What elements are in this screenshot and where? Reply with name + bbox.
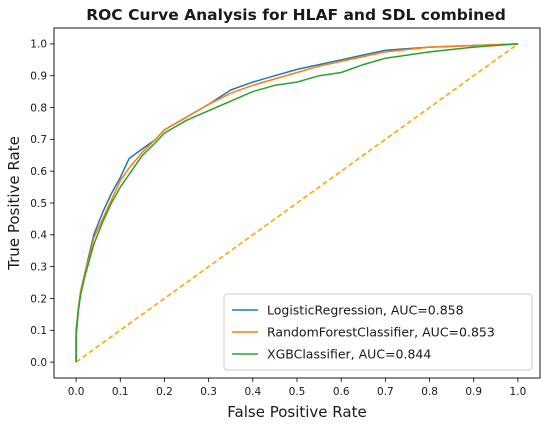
y-tick-label: 0.2	[30, 293, 47, 305]
x-axis-label: False Positive Rate	[227, 403, 366, 421]
x-tick-label: 1.0	[510, 386, 527, 398]
x-tick-label: 0.0	[68, 386, 85, 398]
legend-entry-label: LogisticRegression, AUC=0.858	[267, 303, 464, 318]
plot-lines	[75, 43, 519, 363]
y-axis-ticks: 0.0 0.1 0.2 0.3 0.4 0.5 0.6 0.7 0.8 0.9 1.0	[30, 39, 54, 369]
x-tick-label: 0.5	[289, 386, 306, 398]
legend-entry-label: RandomForestClassifier, AUC=0.853	[267, 325, 495, 340]
roc-line-series-2	[75, 43, 518, 363]
y-tick-label: 0.4	[30, 230, 47, 242]
legend: LogisticRegression, AUC=0.858 RandomFores…	[223, 293, 533, 371]
y-tick-label: 0.1	[30, 325, 47, 337]
y-tick-label: 0.3	[30, 261, 47, 273]
chance-diagonal-line	[75, 43, 519, 363]
x-tick-label: 0.8	[421, 386, 438, 398]
y-tick-label: 0.6	[30, 166, 47, 178]
roc-line-series-1	[75, 43, 518, 363]
x-tick-label: 0.3	[200, 386, 217, 398]
legend-entry-label: XGBClassifier, AUC=0.844	[267, 347, 431, 362]
x-tick-label: 0.1	[112, 386, 129, 398]
y-tick-label: 0.7	[30, 134, 47, 146]
legend-box	[223, 293, 533, 371]
x-tick-label: 0.6	[333, 386, 350, 398]
x-tick-label: 0.4	[244, 386, 261, 398]
y-tick-label: 0.8	[30, 102, 47, 114]
x-axis-ticks: 0.0 0.1 0.2 0.3 0.4 0.5 0.6 0.7 0.8 0.9 1.0	[68, 378, 527, 398]
chart-title: ROC Curve Analysis for HLAF and SDL comb…	[86, 6, 506, 24]
x-tick-label: 0.2	[156, 386, 173, 398]
x-tick-label: 0.9	[465, 386, 482, 398]
y-tick-label: 1.0	[30, 39, 47, 51]
y-tick-label: 0.5	[30, 198, 47, 210]
y-tick-label: 0.9	[30, 71, 47, 83]
y-axis-label: True Positive Rate	[5, 136, 23, 271]
x-tick-label: 0.7	[377, 386, 394, 398]
y-tick-label: 0.0	[30, 357, 47, 369]
